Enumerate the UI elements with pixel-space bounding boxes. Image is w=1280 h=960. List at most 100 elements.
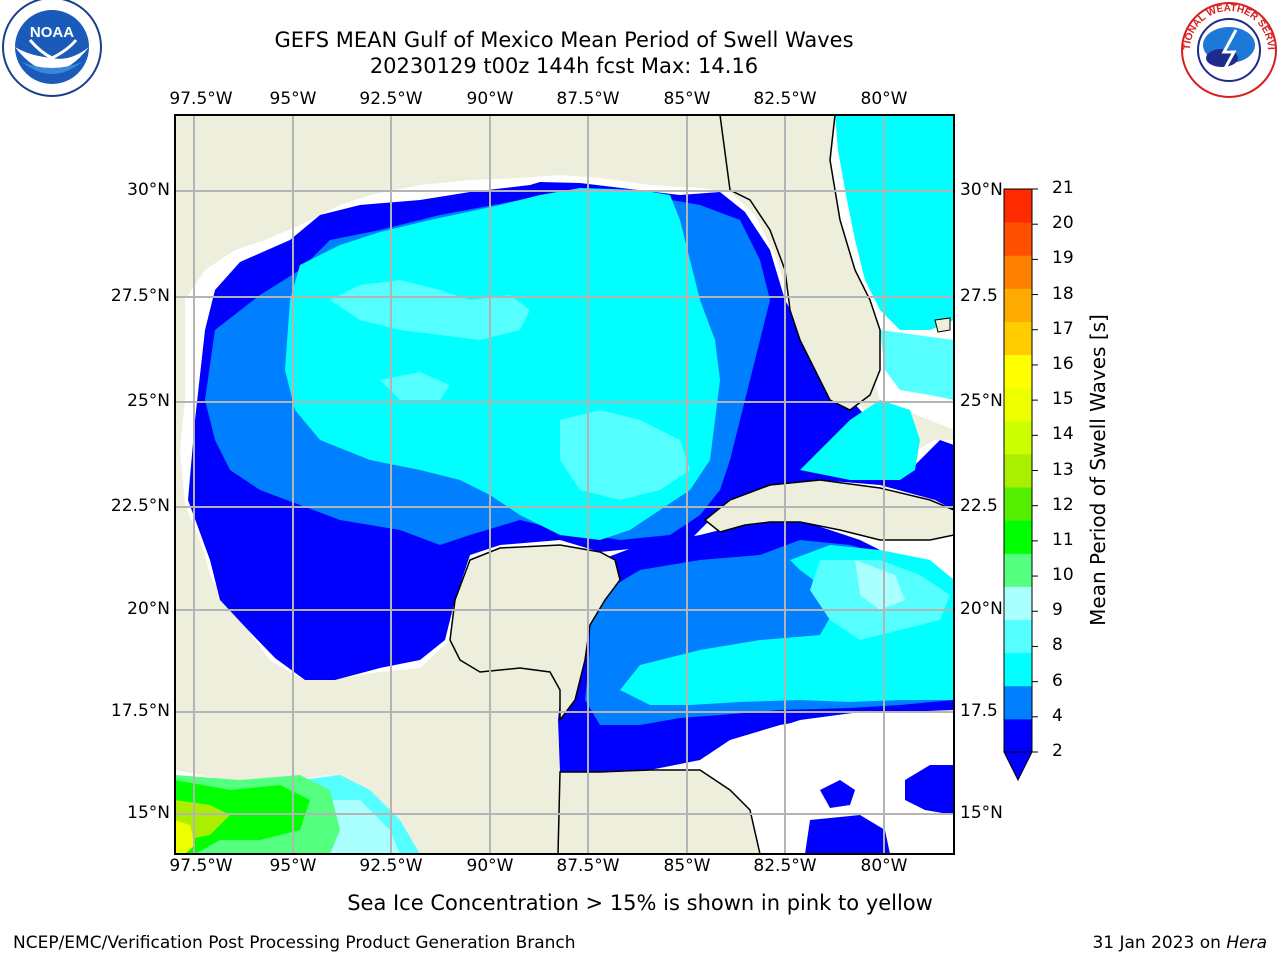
- colorbar-segment: [1004, 553, 1032, 587]
- land-honduras: [557, 769, 761, 854]
- x-tick-label-bottom: 95°W: [269, 856, 317, 876]
- colorbar-segment: [1004, 420, 1032, 455]
- colorbar-extend-arrow: [1003, 751, 1033, 782]
- date-text: 31 Jan 2023 on Hera: [1092, 933, 1267, 953]
- x-tick-label-top: 80°W: [860, 89, 908, 109]
- contour-6s-atlantic: [880, 330, 954, 400]
- y-tick-label-right: 27.5: [960, 286, 998, 306]
- svg-text:NATIONAL WEATHER SERVICE: NATIONAL WEATHER SERVICE: [0, 0, 1276, 50]
- contour-8s-gulf-c: [380, 372, 450, 400]
- y-tick-label-left: 17.5°N: [110, 701, 170, 721]
- y-tick-label-left: 25°N: [127, 391, 170, 411]
- colorbar-segment: [1004, 619, 1032, 654]
- contour-6s-straits: [800, 400, 920, 480]
- land-bahamas: [934, 317, 951, 333]
- colorbar-segment: [1004, 354, 1032, 389]
- colorbar-tick-label: 21: [1052, 178, 1074, 198]
- colorbar-tick-label: 8: [1052, 635, 1063, 656]
- contour-2s-patch-1: [905, 765, 954, 815]
- colorbar-tick-label: 13: [1052, 459, 1074, 480]
- y-tick-label-right: 20°N: [960, 599, 1003, 619]
- contour-14s-pacific: [175, 820, 195, 854]
- x-tick-label-top: 87.5°W: [556, 89, 620, 109]
- y-tick-label-left: 20°N: [127, 599, 170, 619]
- y-tick-label-left: 15°N: [127, 803, 170, 823]
- y-tick-label-left: 30°N: [127, 180, 170, 200]
- colorbar-tick-label: 15: [1052, 389, 1074, 410]
- contour-8s-gulf-b: [560, 410, 690, 500]
- colorbar: [1003, 188, 1038, 782]
- x-tick-label-top: 82.5°W: [753, 89, 817, 109]
- x-tick-label-top: 85°W: [663, 89, 711, 109]
- contour-11s-pacific: [175, 780, 310, 854]
- y-tick-label-right: 22.5: [960, 496, 998, 516]
- contour-4s-atlantic: [835, 115, 954, 330]
- x-tick-label-top: 97.5°W: [169, 89, 233, 109]
- y-tick-label-left: 22.5°N: [110, 496, 170, 516]
- x-tick-label-bottom: 92.5°W: [359, 856, 423, 876]
- x-tick-label-bottom: 87.5°W: [556, 856, 620, 876]
- machine-name: Hera: [1226, 933, 1267, 953]
- colorbar-tick-label: 12: [1052, 494, 1074, 515]
- x-tick-label-bottom: 82.5°W: [753, 856, 817, 876]
- colorbar-tick-label: 19: [1052, 248, 1074, 269]
- colorbar-tick-label: 4: [1052, 705, 1063, 726]
- x-tick-label-bottom: 97.5°W: [169, 856, 233, 876]
- colorbar-tick-label: 20: [1052, 213, 1074, 234]
- colorbar-segment: [1004, 652, 1032, 687]
- colorbar-segment: [1004, 189, 1032, 223]
- nws-logo: NATIONAL WEATHER SERVICE: [0, 0, 1277, 98]
- nws-ring-text: NATIONAL WEATHER SERVICE: [0, 0, 1276, 50]
- y-tick-label-right: 30°N: [960, 180, 1003, 200]
- chart-title: GEFS MEAN Gulf of Mexico Mean Period of …: [0, 27, 1128, 79]
- colorbar-segment: [1004, 718, 1032, 753]
- y-tick-label-left: 27.5°N: [110, 286, 170, 306]
- x-tick-label-bottom: 85°W: [663, 856, 711, 876]
- colorbar-tick-label: 14: [1052, 424, 1074, 445]
- contour-2s-patch-3: [820, 780, 855, 808]
- colorbar-segment: [1004, 520, 1032, 554]
- colorbar-segment: [1004, 487, 1032, 521]
- colorbar-tick-label: 17: [1052, 318, 1074, 339]
- colorbar-segment: [1004, 387, 1032, 422]
- colorbar-tick-label: 10: [1052, 565, 1074, 586]
- colorbar-segment: [1004, 321, 1032, 356]
- colorbar-tick-label: 16: [1052, 353, 1074, 374]
- colorbar-tick-label: 11: [1052, 529, 1074, 550]
- noaa-logo: NOAA: [2, 0, 102, 97]
- map-area: [175, 115, 954, 854]
- x-tick-label-bottom: 90°W: [466, 856, 514, 876]
- title-line-1: GEFS MEAN Gulf of Mexico Mean Period of …: [274, 28, 854, 52]
- colorbar-tick-label: 9: [1052, 600, 1063, 621]
- footnote: Sea Ice Concentration > 15% is shown in …: [347, 891, 933, 915]
- land-cuba: [703, 479, 954, 541]
- colorbar-segment: [1004, 453, 1032, 488]
- x-tick-label-top: 92.5°W: [359, 89, 423, 109]
- land-florida: [719, 115, 881, 411]
- y-tick-label-right: 25°N: [960, 391, 1003, 411]
- contour-9s-caribbean: [855, 560, 905, 610]
- title-line-2: 20230129 t00z 144h fcst Max: 14.16: [369, 54, 759, 78]
- colorbar-tick-label: 18: [1052, 283, 1074, 304]
- colorbar-segment: [1004, 685, 1032, 720]
- colorbar-tick-label: 6: [1052, 670, 1063, 691]
- credit-text: NCEP/EMC/Verification Post Processing Pr…: [13, 933, 576, 953]
- colorbar-segment: [1004, 255, 1032, 289]
- noaa-logo-text: NOAA: [30, 24, 74, 41]
- colorbar-label: Mean Period of Swell Waves [s]: [1086, 314, 1110, 626]
- colorbar-segment: [1004, 288, 1032, 322]
- y-tick-label-right: 15°N: [960, 803, 1003, 823]
- y-tick-label-right: 17.5: [960, 701, 998, 721]
- graticule: [175, 115, 954, 854]
- land-yucatan: [449, 544, 621, 723]
- colorbar-segment: [1004, 222, 1032, 256]
- x-tick-label-bottom: 80°W: [860, 856, 908, 876]
- x-tick-label-top: 90°W: [466, 89, 514, 109]
- colorbar-tick-label: 2: [1052, 741, 1063, 761]
- contour-8s-gulf-a: [330, 280, 530, 340]
- date-prefix: 31 Jan 2023 on: [1092, 933, 1227, 953]
- map-frame: [174, 114, 955, 855]
- contour-2s-patch-2: [805, 815, 890, 854]
- colorbar-segment: [1004, 586, 1032, 621]
